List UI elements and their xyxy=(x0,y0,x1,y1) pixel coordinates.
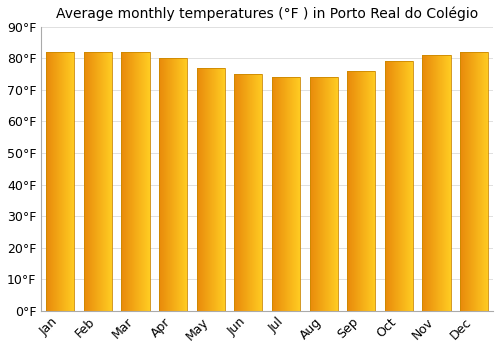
Bar xyxy=(159,58,187,311)
Bar xyxy=(272,77,300,311)
Bar xyxy=(422,55,450,311)
Bar xyxy=(234,74,262,311)
Title: Average monthly temperatures (°F ) in Porto Real do Colégio: Average monthly temperatures (°F ) in Po… xyxy=(56,7,478,21)
Bar xyxy=(84,52,112,311)
Bar xyxy=(46,52,74,311)
Bar xyxy=(196,68,225,311)
Bar xyxy=(122,52,150,311)
Bar xyxy=(460,52,488,311)
Bar xyxy=(347,71,376,311)
Bar xyxy=(310,77,338,311)
Bar xyxy=(385,62,413,311)
